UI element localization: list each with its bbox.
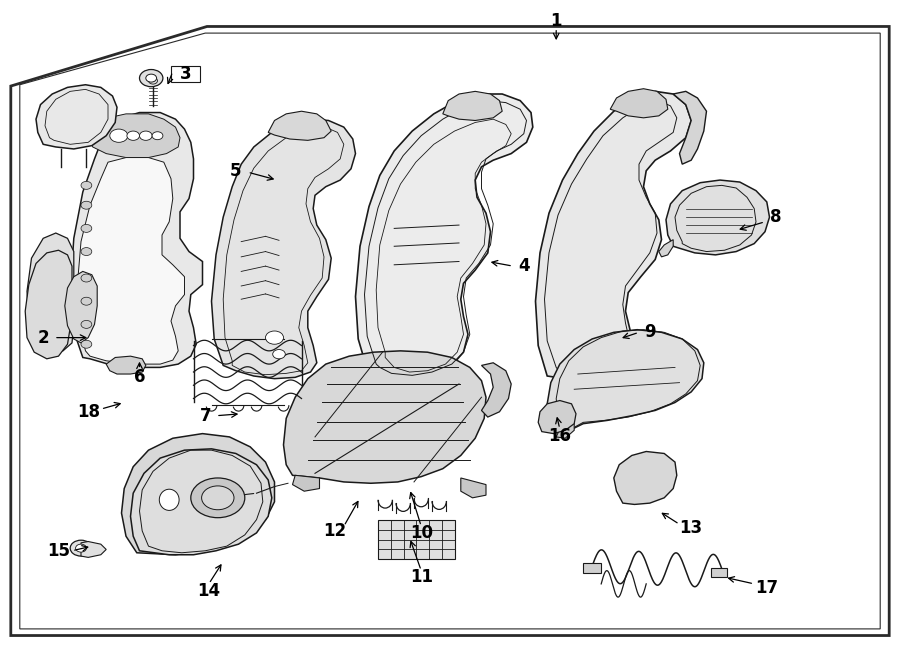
Text: 3: 3 <box>180 65 191 83</box>
Circle shape <box>81 224 92 232</box>
Polygon shape <box>65 271 97 343</box>
Text: 8: 8 <box>770 208 781 226</box>
Text: 4: 4 <box>518 257 529 275</box>
Text: 15: 15 <box>47 542 70 560</box>
Polygon shape <box>268 111 331 140</box>
Polygon shape <box>536 91 691 379</box>
Polygon shape <box>666 180 770 255</box>
Text: 6: 6 <box>134 368 145 387</box>
Ellipse shape <box>159 489 179 510</box>
Bar <box>378 520 454 559</box>
Circle shape <box>148 77 157 84</box>
Polygon shape <box>482 363 511 417</box>
Text: 5: 5 <box>230 162 241 180</box>
Polygon shape <box>212 119 356 379</box>
Polygon shape <box>547 330 704 437</box>
Polygon shape <box>11 26 889 636</box>
Circle shape <box>266 331 284 344</box>
Circle shape <box>81 201 92 209</box>
Text: 17: 17 <box>755 579 778 597</box>
Polygon shape <box>90 114 180 158</box>
Text: 10: 10 <box>410 524 433 542</box>
Polygon shape <box>659 240 673 257</box>
Text: 12: 12 <box>323 522 346 540</box>
Text: 9: 9 <box>644 323 655 342</box>
Circle shape <box>81 320 92 328</box>
Polygon shape <box>614 451 677 504</box>
Polygon shape <box>443 91 502 120</box>
Polygon shape <box>556 422 574 438</box>
Circle shape <box>81 181 92 189</box>
Circle shape <box>140 70 163 87</box>
Polygon shape <box>356 94 533 377</box>
Text: 18: 18 <box>76 402 100 421</box>
Polygon shape <box>610 89 668 118</box>
Circle shape <box>76 544 86 552</box>
Polygon shape <box>70 113 202 367</box>
Bar <box>711 568 727 577</box>
Polygon shape <box>27 233 74 352</box>
Polygon shape <box>284 351 486 483</box>
Circle shape <box>191 478 245 518</box>
Text: 16: 16 <box>548 426 572 445</box>
Polygon shape <box>130 449 272 555</box>
Text: 13: 13 <box>680 519 703 538</box>
Polygon shape <box>122 434 274 555</box>
Circle shape <box>81 297 92 305</box>
Polygon shape <box>292 475 320 491</box>
Circle shape <box>81 274 92 282</box>
Bar <box>171 66 200 82</box>
Circle shape <box>146 74 157 82</box>
Circle shape <box>202 486 234 510</box>
Text: 14: 14 <box>197 581 220 600</box>
Text: 7: 7 <box>200 406 211 425</box>
Text: 2: 2 <box>38 328 49 347</box>
Polygon shape <box>106 356 146 374</box>
Bar <box>583 563 601 573</box>
Text: 1: 1 <box>551 12 562 30</box>
Polygon shape <box>461 478 486 498</box>
Circle shape <box>127 131 140 140</box>
Polygon shape <box>77 158 184 364</box>
Circle shape <box>273 350 285 359</box>
Circle shape <box>81 340 92 348</box>
Text: 11: 11 <box>410 568 433 587</box>
Circle shape <box>81 248 92 256</box>
Circle shape <box>140 131 152 140</box>
Polygon shape <box>25 250 72 359</box>
Circle shape <box>70 540 92 556</box>
Circle shape <box>152 132 163 140</box>
Polygon shape <box>36 85 117 149</box>
Circle shape <box>110 129 128 142</box>
Polygon shape <box>81 542 106 557</box>
Polygon shape <box>538 401 576 434</box>
Polygon shape <box>673 91 707 164</box>
